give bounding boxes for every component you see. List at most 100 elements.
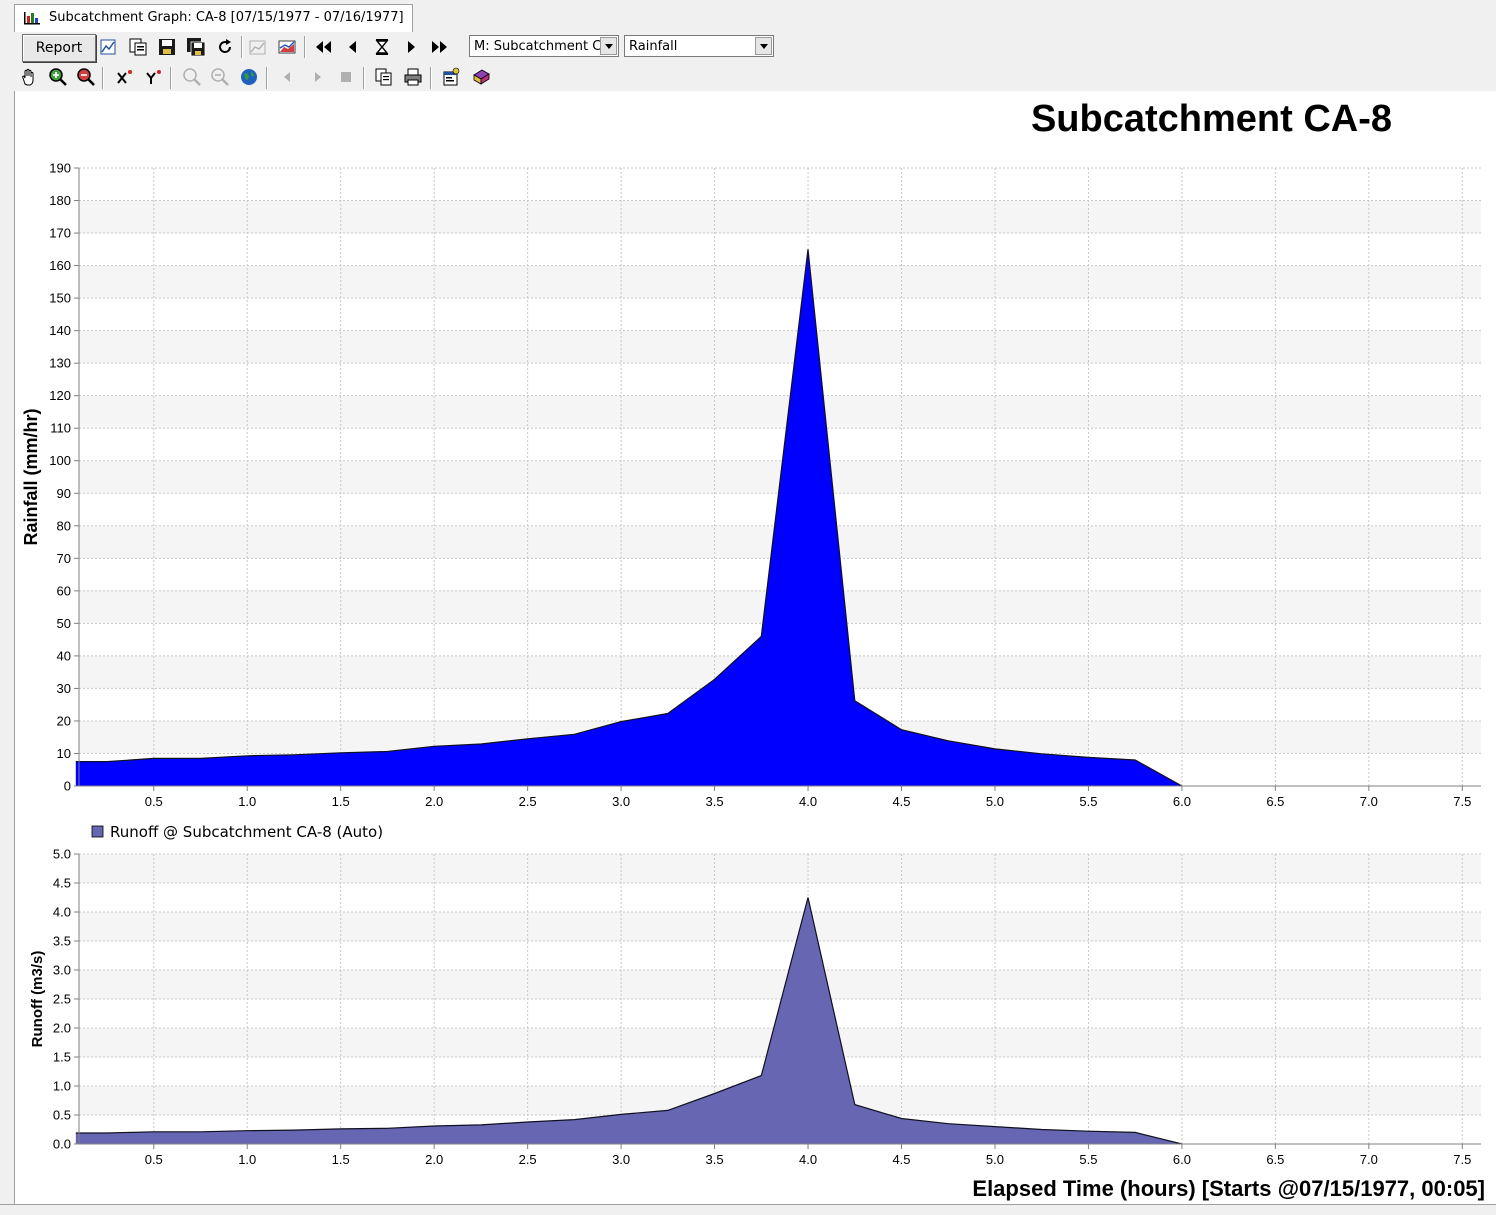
first-step-icon[interactable] (313, 36, 335, 58)
y-tick-label: 0.5 (53, 1108, 71, 1123)
y-tick-label: 0.0 (53, 1137, 71, 1152)
x-tick-label: 0.5 (145, 794, 163, 809)
x-tick-label: 6.5 (1266, 794, 1284, 809)
properties-icon[interactable] (440, 66, 462, 88)
globe-icon[interactable] (238, 66, 260, 88)
x-tick-label: 3.5 (706, 794, 724, 809)
y-tick-label: 4.0 (53, 905, 71, 920)
chevron-down-icon[interactable] (755, 37, 772, 55)
object-select-value: M: Subcatchment CA (474, 39, 611, 54)
y-tick-label: 10 (57, 746, 71, 761)
copy-data-icon[interactable] (127, 36, 149, 58)
next-step-icon[interactable] (400, 36, 422, 58)
x-tick-label: 5.0 (986, 794, 1004, 809)
x-tick-label: 6.5 (1266, 1152, 1284, 1167)
x-tick-label: 2.0 (425, 794, 443, 809)
y-tick-label: 2.5 (53, 992, 71, 1007)
hourglass-icon[interactable] (371, 36, 393, 58)
y-axis-icon[interactable] (143, 66, 165, 88)
pan-hand-icon[interactable] (18, 66, 40, 88)
zoom-in-icon[interactable] (47, 66, 69, 88)
y-tick-label: 40 (57, 648, 71, 663)
area-series-0 (75, 249, 1182, 787)
report-button[interactable]: Report (22, 34, 96, 62)
help-book-icon[interactable] (470, 66, 492, 88)
y-tick-label: 80 (57, 518, 71, 533)
chevron-down-icon[interactable] (600, 37, 617, 55)
tab-strip: Subcatchment Graph: CA-8 [07/15/1977 - 0… (0, 0, 1496, 32)
legend-label: Runoff @ Subcatchment CA-8 (Auto) (110, 823, 383, 841)
y-tick-label: 130 (49, 356, 71, 371)
object-select[interactable]: M: Subcatchment CA (469, 35, 619, 57)
save-icon[interactable] (156, 36, 178, 58)
y-tick-label: 160 (49, 258, 71, 273)
x-tick-label: 4.0 (799, 1152, 817, 1167)
x-tick-label: 1.0 (238, 794, 256, 809)
copy-icon[interactable] (373, 66, 395, 88)
x-tick-label: 2.5 (519, 794, 537, 809)
previous-step-icon[interactable] (342, 36, 364, 58)
last-step-icon[interactable] (428, 36, 450, 58)
zoom-reset-disabled-icon (209, 66, 231, 88)
y-tick-label: 140 (49, 323, 71, 338)
y-tick-label: 20 (57, 713, 71, 728)
grid-band (79, 265, 1481, 299)
chart-title: Subcatchment CA-8 (1031, 98, 1392, 140)
x-tick-label: 7.0 (1360, 1152, 1378, 1167)
variable-select-value: Rainfall (629, 39, 678, 54)
grid-band (79, 330, 1481, 364)
x-tick-label: 6.0 (1173, 1152, 1191, 1167)
print-icon[interactable] (402, 66, 424, 88)
x-tick-label: 3.0 (612, 794, 630, 809)
y-tick-label: 3.5 (53, 934, 71, 949)
refresh-icon[interactable] (214, 36, 236, 58)
grid-band (79, 395, 1481, 429)
x-tick-label: 7.5 (1453, 794, 1471, 809)
y-tick-label: 150 (49, 291, 71, 306)
x-tick-label: 5.5 (1079, 1152, 1097, 1167)
y-axis-label: Rainfall (mm/hr) (21, 408, 41, 545)
y-tick-label: 60 (57, 583, 71, 598)
scroll-right-disabled-icon (306, 66, 328, 88)
x-tick-label: 3.5 (706, 1152, 724, 1167)
x-tick-label: 4.0 (799, 794, 817, 809)
y-tick-label: 50 (57, 616, 71, 631)
zoom-out-icon[interactable] (75, 66, 97, 88)
y-tick-label: 0 (64, 779, 71, 794)
x-tick-label: 0.5 (145, 1152, 163, 1167)
grid-band (79, 854, 1481, 883)
x-axis-label: Elapsed Time (hours) [Starts @07/15/1977… (972, 1176, 1485, 1201)
x-tick-label: 6.0 (1173, 794, 1191, 809)
chart-panel: 0 10 20 30 40 50 60 70 80 90 100 110 120 130 140 150 160… (14, 91, 1496, 1204)
x-tick-label: 5.5 (1079, 794, 1097, 809)
x-tick-label: 2.0 (425, 1152, 443, 1167)
graph-options-disabled-icon (247, 36, 269, 58)
x-tick-label: 7.5 (1453, 1152, 1471, 1167)
y-tick-label: 70 (57, 551, 71, 566)
legend-swatch (91, 825, 104, 838)
chart-properties-icon[interactable] (98, 36, 120, 58)
area-chart-icon[interactable] (276, 36, 298, 58)
y-tick-label: 190 (49, 161, 71, 176)
y-axis-label: Runoff (m3/s) (29, 951, 46, 1048)
subcatchment-chart[interactable]: 0 10 20 30 40 50 60 70 80 90 100 110 120 130 140 150 160… (15, 91, 1496, 1204)
x-tick-label: 3.0 (612, 1152, 630, 1167)
x-axis-icon[interactable] (114, 66, 136, 88)
y-tick-label: 100 (49, 453, 71, 468)
y-tick-label: 4.5 (53, 876, 71, 891)
x-tick-label: 7.0 (1360, 794, 1378, 809)
scroll-left-disabled-icon (277, 66, 299, 88)
x-tick-label: 2.5 (519, 1152, 537, 1167)
x-tick-label: 5.0 (986, 1152, 1004, 1167)
y-tick-label: 170 (49, 226, 71, 241)
x-tick-label: 1.5 (332, 794, 350, 809)
x-tick-label: 4.5 (892, 794, 910, 809)
tab-title: Subcatchment Graph: CA-8 [07/15/1977 - 0… (49, 10, 404, 25)
grid-band (79, 200, 1481, 234)
save-all-icon[interactable] (185, 36, 207, 58)
toolbar-chart (14, 63, 1494, 93)
area-outline-0 (75, 249, 1183, 787)
y-tick-label: 2.0 (53, 1021, 71, 1036)
variable-select[interactable]: Rainfall (624, 35, 774, 57)
tab-subcatchment-graph[interactable]: Subcatchment Graph: CA-8 [07/15/1977 - 0… (14, 4, 413, 32)
